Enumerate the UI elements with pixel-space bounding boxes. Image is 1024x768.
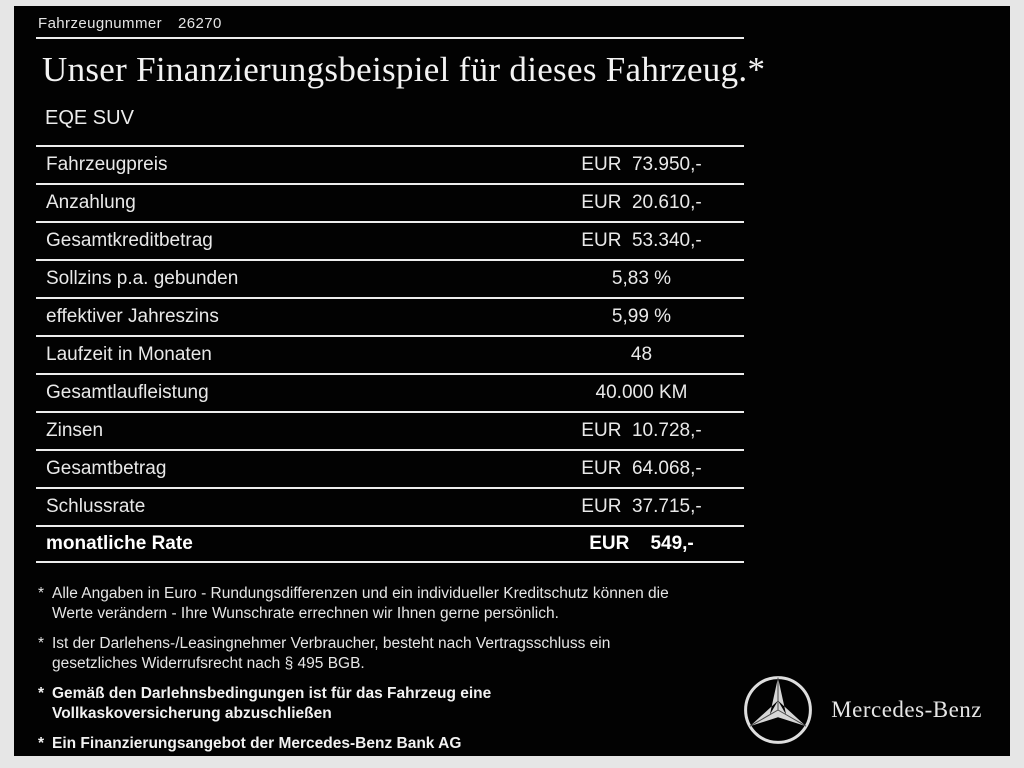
footnote-withdrawal-right: * Ist der Darlehens-/Leasingnehmer Verbr… [38, 634, 760, 674]
row-vehicle-price: Fahrzeugpreis EUR 73.950,- [36, 145, 744, 183]
row-value: 40.000 KM [595, 382, 688, 403]
financing-sheet: Fahrzeugnummer 26270 Unser Finanzierungs… [14, 6, 1010, 756]
footnote-line: Ist der Darlehens-/Leasingnehmer Verbrau… [52, 635, 611, 652]
footnote-line: Gemäß den Darlehnsbedingungen ist für da… [52, 685, 492, 702]
mercedes-star-logo-icon [742, 674, 814, 746]
row-label: Gesamtkreditbetrag [46, 230, 213, 251]
row-down-payment: Anzahlung EUR 20.610,- [36, 183, 744, 221]
row-interest: Zinsen EUR 10.728,- [36, 411, 744, 449]
row-value: EUR 53.340,- [581, 230, 702, 251]
row-label: Gesamtlaufleistung [46, 382, 209, 403]
row-value: EUR 37.715,- [581, 496, 702, 517]
row-value: EUR 73.950,- [581, 154, 702, 175]
row-term-months: Laufzeit in Monaten 48 [36, 335, 744, 373]
row-effective-annual-rate: effektiver Jahreszins 5,99 % [36, 297, 744, 335]
financing-table: Fahrzeugpreis EUR 73.950,- Anzahlung EUR… [36, 145, 744, 563]
row-fixed-interest-rate: Sollzins p.a. gebunden 5,83 % [36, 259, 744, 297]
row-value: 5,99 % [611, 306, 672, 327]
row-label: monatliche Rate [46, 533, 193, 554]
row-total-mileage: Gesamtlaufleistung 40.000 KM [36, 373, 744, 411]
row-label: Sollzins p.a. gebunden [46, 268, 239, 289]
brand-block: Mercedes-Benz [742, 674, 982, 746]
row-value: EUR 64.068,- [581, 458, 702, 479]
row-monthly-rate: monatliche Rate EUR 549,- [36, 525, 744, 563]
footnote-rounding-disclaimer: * Alle Angaben in Euro - Rundungsdiffere… [38, 584, 760, 624]
row-final-installment: Schlussrate EUR 37.715,- [36, 487, 744, 525]
row-label: Fahrzeugpreis [46, 154, 168, 175]
vehicle-number: Fahrzeugnummer 26270 [38, 15, 760, 32]
footnote-line: gesetzliches Widerrufsrecht nach § 495 B… [52, 655, 365, 672]
row-total-amount: Gesamtbetrag EUR 64.068,- [36, 449, 744, 487]
row-value: EUR 10.728,- [581, 420, 702, 441]
sheet-inner: Fahrzeugnummer 26270 Unser Finanzierungs… [14, 6, 766, 754]
row-value: 48 [630, 344, 653, 365]
footnote-insurance-requirement: * Gemäß den Darlehnsbedingungen ist für … [38, 684, 760, 724]
row-label: Gesamtbetrag [46, 458, 167, 479]
asterisk-marker: * [38, 685, 45, 702]
model-name: EQE SUV [45, 107, 134, 129]
footnote-line: Werte verändern - Ihre Wunschrate errech… [52, 605, 559, 622]
brand-wordmark: Mercedes-Benz [831, 697, 982, 722]
footnote-line: Ein Finanzierungsangebot der Mercedes-Be… [52, 735, 462, 752]
asterisk-marker: * [38, 635, 45, 652]
row-label: Anzahlung [46, 192, 136, 213]
asterisk-marker: * [38, 585, 45, 602]
footnote-bank-offer: * Ein Finanzierungsangebot der Mercedes-… [38, 734, 760, 754]
row-label: effektiver Jahreszins [46, 306, 219, 327]
row-net-loan-amount: Gesamtkreditbetrag EUR 53.340,- [36, 221, 744, 259]
row-value: EUR 20.610,- [581, 192, 702, 213]
row-value: 5,83 % [611, 268, 672, 289]
vehicle-number-label: Fahrzeugnummer [38, 15, 162, 32]
vehicle-number-value: 26270 [177, 15, 222, 32]
footnote-line: Alle Angaben in Euro - Rundungsdifferenz… [52, 585, 669, 602]
row-label: Zinsen [46, 420, 104, 441]
asterisk-marker: * [38, 735, 45, 752]
footnote-line: Vollkaskoversicherung abzuschließen [52, 705, 332, 722]
page-title: Unser Finanzierungsbeispiel für dieses F… [42, 50, 766, 89]
row-label: Schlussrate [46, 496, 146, 517]
header-divider [36, 37, 744, 39]
row-value: EUR 549,- [589, 533, 694, 554]
row-label: Laufzeit in Monaten [46, 344, 212, 365]
footnotes: * Alle Angaben in Euro - Rundungsdiffere… [38, 584, 760, 754]
